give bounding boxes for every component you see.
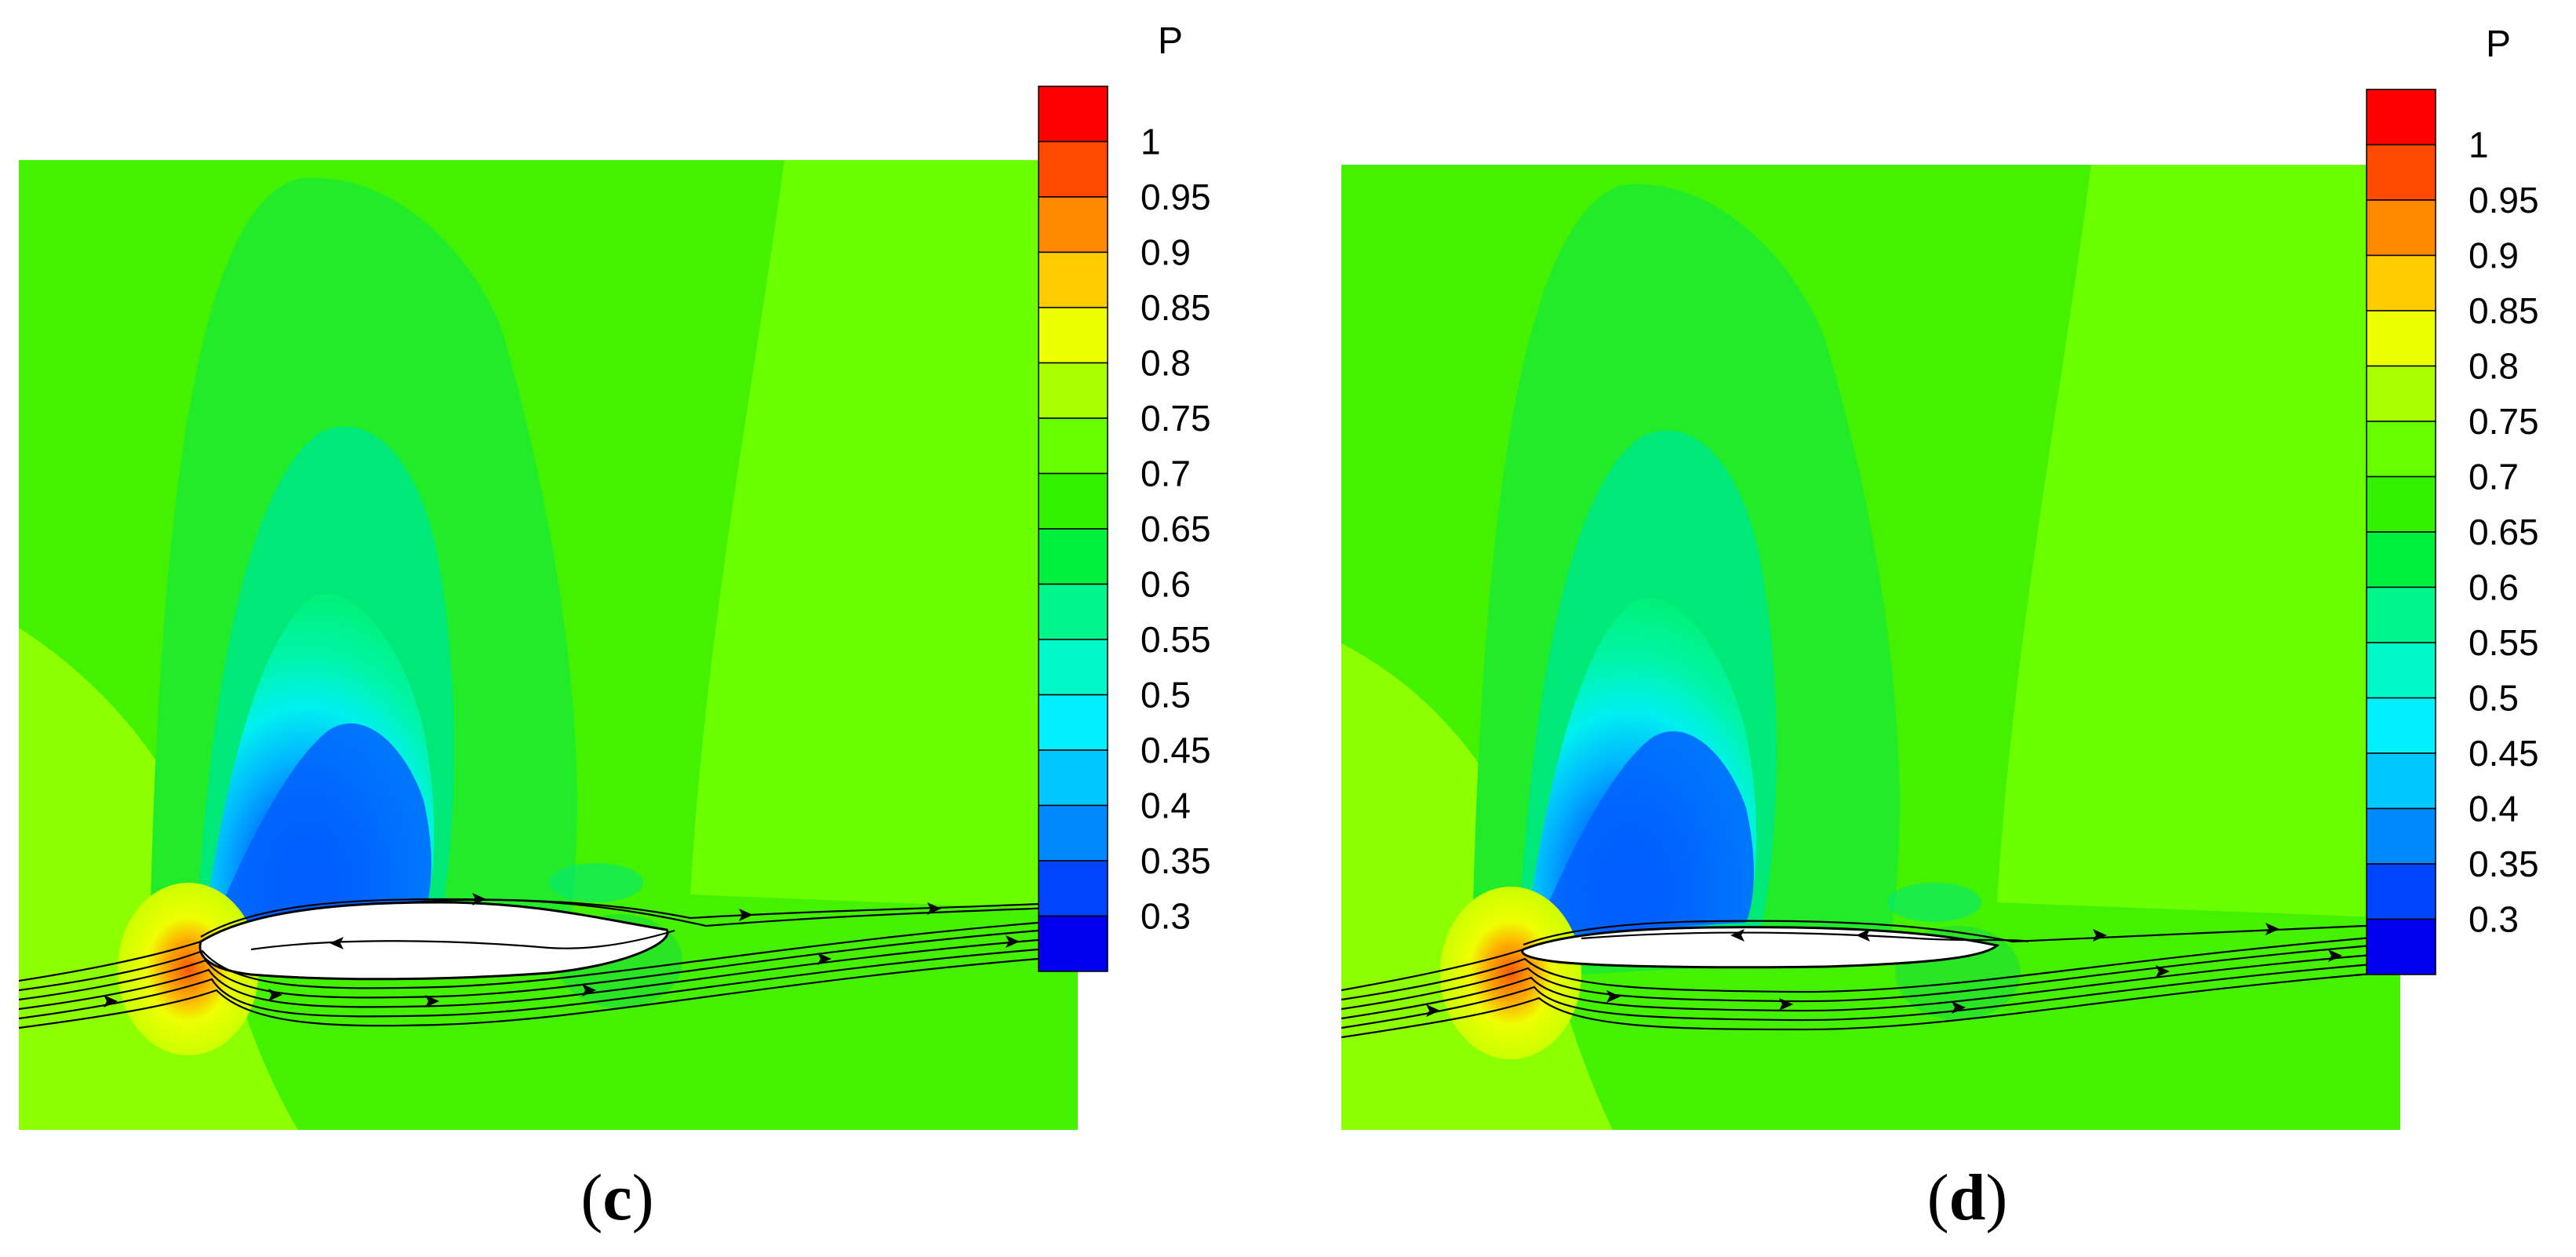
colorbar-tick-label: 0.9	[2469, 235, 2519, 276]
colorbar-tick-label: 0.95	[1141, 177, 1211, 217]
colorbar-cell	[2366, 863, 2436, 920]
colorbar-tick-label: 0.4	[2469, 789, 2519, 829]
colorbar-cell	[1038, 140, 1108, 198]
contour-chart-d: P 1 0.95 0.9 0.85 0.8 0.75 0.7 0.65 0.6 0.55 0.5 0.4…	[1341, 24, 2539, 1130]
colorbar-tick-label: 0.7	[2469, 457, 2519, 497]
colorbar-tick-label: 0.3	[1141, 896, 1191, 937]
colorbar-cell	[2366, 199, 2436, 257]
colorbar-tick-label: 0.5	[2469, 678, 2519, 719]
colorbar-cell	[2366, 642, 2436, 699]
colorbar-tick-label: 0.4	[1141, 785, 1191, 826]
colorbar-cell	[1038, 804, 1108, 862]
airfoil-body	[1521, 926, 2000, 969]
panel-c: P 1 0.95 0.9 0.85 0.8 0.75 0.7 0.65 0.6 0.55 0.5 0.4…	[0, 0, 1288, 1253]
colorbar-tick-label: 0.45	[2469, 733, 2539, 774]
streamline-arrows	[1426, 923, 2342, 1017]
colorbar-tick-label: 0.95	[2469, 180, 2539, 220]
colorbar-tick-label: 0.85	[2469, 290, 2539, 331]
colorbar-cell	[1038, 362, 1108, 419]
colorbar-cell	[2366, 475, 2436, 533]
colorbar-cell	[2366, 586, 2436, 643]
colorbar-tick-label: 0.8	[1141, 343, 1191, 384]
colorbar-tick-label: 0.75	[1141, 398, 1211, 439]
colorbar-tick-label: 0.65	[1141, 508, 1211, 549]
field-region-upper-low	[549, 863, 643, 902]
streamlines	[1341, 920, 2400, 1039]
colorbar-tick-label: 0.65	[2469, 512, 2539, 552]
colorbar-cell	[1038, 417, 1108, 475]
colorbar-tick-label: 0.5	[1141, 675, 1191, 716]
colorbar-cell	[2366, 89, 2436, 146]
colorbar-tick-label: 0.35	[2469, 843, 2539, 884]
colorbar-cell	[2366, 421, 2436, 478]
contour-chart-c: P 1 0.95 0.9 0.85 0.8 0.75 0.7 0.65 0.6 0.55 0.5 0.4…	[19, 20, 1211, 1130]
colorbar-tick-label: 1	[1141, 122, 1161, 162]
streamlines	[19, 898, 1078, 1029]
colorbar-tick-label: 0.6	[1141, 564, 1191, 605]
colorbar-tick-label: 1	[2469, 125, 2489, 166]
colorbar-cell	[1038, 307, 1108, 364]
colorbar-cell	[2366, 697, 2436, 754]
colorbar-tick-label: 0.55	[2469, 622, 2539, 663]
colorbar-cell	[1038, 860, 1108, 917]
colorbar-cell	[2366, 254, 2436, 312]
colorbar-tick-label: 0.45	[1141, 730, 1211, 771]
colorbar: P 1 0.95 0.9 0.85 0.8 0.75 0.7 0.65 0.6 0.55 0.5 0.4…	[2366, 24, 2539, 975]
colorbar-cell	[1038, 583, 1108, 640]
colorbar-cell	[2366, 310, 2436, 367]
field-region-min-pressure	[213, 723, 431, 924]
colorbar-cell	[1038, 694, 1108, 751]
colorbar-cell	[1038, 749, 1108, 807]
colorbar: P 1 0.95 0.9 0.85 0.8 0.75 0.7 0.65 0.6 0.55 0.5 0.4…	[1038, 20, 1211, 972]
colorbar-title: P	[1158, 20, 1183, 62]
colorbar-tick-label: 0.9	[1141, 232, 1191, 273]
colorbar-tick-label: 0.35	[1141, 840, 1211, 881]
colorbar-tick-label: 0.8	[2469, 346, 2519, 387]
field-region-right	[1997, 165, 2400, 918]
panel-label: (d)	[1927, 1161, 2008, 1234]
colorbar-cell	[2366, 365, 2436, 422]
panel-label: (c)	[580, 1161, 654, 1234]
colorbar-tick-label: 0.75	[2469, 401, 2539, 442]
streamline-arrows	[104, 893, 1020, 1007]
colorbar-title: P	[2486, 24, 2511, 65]
field-region-min-pressure	[1536, 731, 1754, 932]
colorbar-tick-label: 0.6	[2469, 567, 2519, 608]
panel-d: P 1 0.95 0.9 0.85 0.8 0.75 0.7 0.65 0.6 0.55 0.5 0.4…	[1323, 0, 2576, 1253]
colorbar-tick-label: 0.85	[1141, 287, 1211, 328]
colorbar-cell	[2366, 752, 2436, 810]
colorbar-cell	[2366, 918, 2436, 975]
colorbar-cell	[1038, 528, 1108, 585]
colorbar-cell	[1038, 472, 1108, 530]
colorbar-cell	[2366, 144, 2436, 201]
colorbar-cell	[2366, 807, 2436, 865]
field-region-right	[690, 160, 1078, 910]
colorbar-cell	[1038, 639, 1108, 696]
colorbar-cell	[1038, 86, 1108, 143]
colorbar-tick-label: 0.55	[1141, 619, 1211, 660]
colorbar-tick-label: 0.7	[1141, 454, 1191, 494]
field-region-upper-low	[1887, 883, 1981, 922]
colorbar-cell	[1038, 251, 1108, 308]
colorbar-cell	[1038, 915, 1108, 972]
colorbar-cell	[1038, 196, 1108, 253]
colorbar-cell	[2366, 531, 2436, 588]
colorbar-tick-label: 0.3	[2469, 899, 2519, 940]
